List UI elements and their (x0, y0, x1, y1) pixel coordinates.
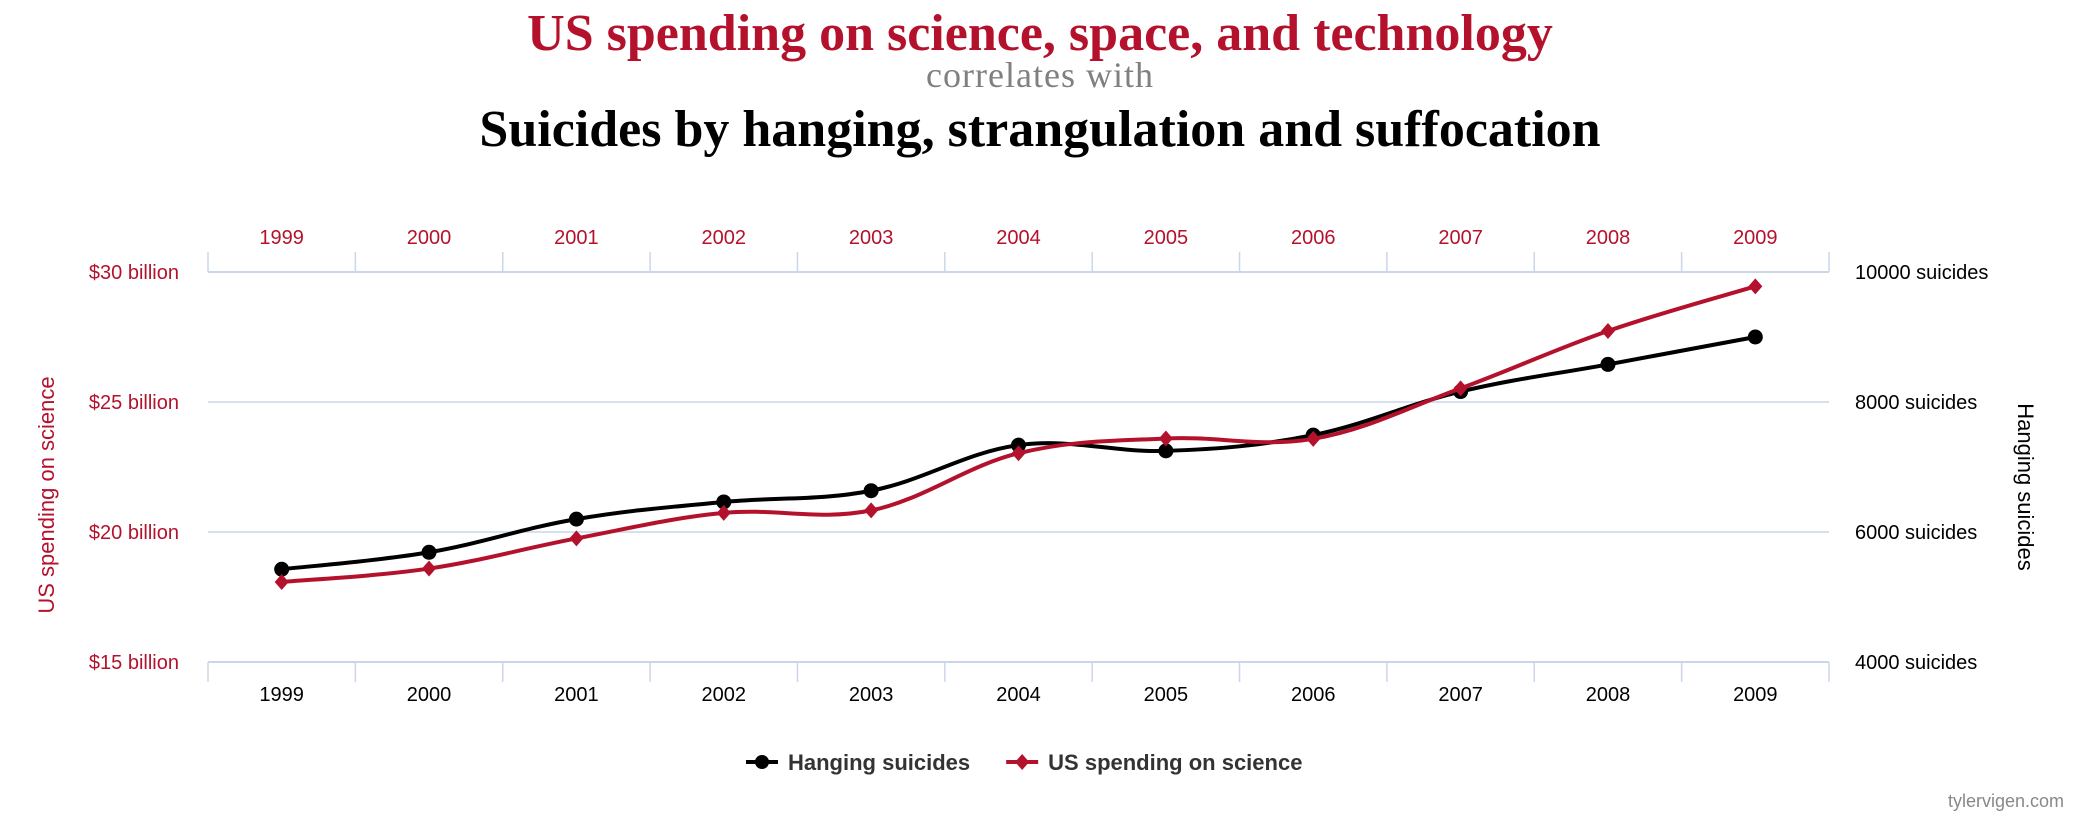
top-year-label: 2007 (1438, 227, 1483, 249)
chart-title: US spending on science, space, and techn… (527, 5, 1553, 62)
data-point-us-spending-on-science (1600, 322, 1615, 339)
left-tick-label: $25 billion (89, 392, 179, 414)
data-point-hanging-suicides (1011, 437, 1026, 453)
right-tick-label: 8000 suicides (1855, 392, 1977, 414)
data-point-us-spending-on-science (1011, 445, 1026, 462)
data-point-hanging-suicides (716, 494, 732, 510)
data-point-hanging-suicides (1600, 356, 1616, 372)
bottom-year-label: 2007 (1438, 684, 1483, 706)
data-point-us-spending-on-science (569, 530, 584, 547)
left-tick-label: $15 billion (89, 652, 179, 674)
bottom-year-label: 2003 (849, 684, 894, 706)
chart-subtitle: Suicides by hanging, strangulation and s… (479, 101, 1601, 158)
data-point-us-spending-on-science (274, 573, 289, 590)
top-year-label: 2000 (407, 227, 452, 249)
top-year-label: 2002 (702, 227, 747, 249)
top-year-label: 2006 (1291, 227, 1336, 249)
data-point-hanging-suicides (863, 483, 879, 499)
top-year-label: 2009 (1733, 227, 1778, 249)
credit-link[interactable]: tylervigen.com (1947, 791, 2064, 811)
bottom-year-label: 2001 (554, 684, 599, 706)
left-axis-title: US spending on science (34, 376, 59, 613)
legend-item-us-spending-on-science[interactable]: US spending on science (1048, 750, 1302, 775)
top-year-label: 2004 (996, 227, 1041, 249)
data-point-us-spending-on-science (422, 560, 437, 577)
bottom-year-label: 2002 (702, 684, 747, 706)
left-tick-label: $20 billion (89, 522, 179, 544)
right-axis-title: Hanging suicides (2013, 403, 2038, 571)
legend-item-hanging-suicides[interactable]: Hanging suicides (788, 750, 970, 775)
chart-connector: correlates with (926, 55, 1154, 95)
bottom-year-label: 2004 (996, 684, 1041, 706)
data-point-us-spending-on-science (1158, 430, 1173, 447)
top-year-label: 2001 (554, 227, 599, 249)
legend-marker-hanging-suicides (755, 755, 769, 769)
bottom-year-label: 2000 (407, 684, 452, 706)
data-point-us-spending-on-science (1306, 430, 1321, 447)
top-year-label: 2003 (849, 227, 894, 249)
top-year-label: 1999 (259, 227, 304, 249)
top-year-label: 2005 (1144, 227, 1189, 249)
data-point-us-spending-on-science (864, 502, 879, 519)
data-point-us-spending-on-science (1748, 278, 1763, 295)
bottom-year-label: 1999 (259, 684, 304, 706)
data-point-hanging-suicides (274, 561, 290, 577)
data-point-us-spending-on-science (716, 504, 731, 521)
top-year-label: 2008 (1586, 227, 1631, 249)
data-point-us-spending-on-science (1453, 380, 1468, 397)
data-point-hanging-suicides (1158, 443, 1174, 459)
right-tick-label: 4000 suicides (1855, 652, 1977, 674)
bottom-year-label: 2009 (1733, 684, 1778, 706)
left-tick-label: $30 billion (89, 262, 179, 284)
data-point-hanging-suicides (568, 511, 584, 527)
legend-marker-us-spending-on-science (1015, 754, 1030, 770)
bottom-year-label: 2008 (1586, 684, 1631, 706)
bottom-year-label: 2006 (1291, 684, 1336, 706)
right-tick-label: 10000 suicides (1855, 262, 1988, 284)
data-point-hanging-suicides (421, 544, 437, 560)
bottom-year-label: 2005 (1144, 684, 1189, 706)
right-tick-label: 6000 suicides (1855, 522, 1977, 544)
data-point-hanging-suicides (1747, 329, 1763, 345)
